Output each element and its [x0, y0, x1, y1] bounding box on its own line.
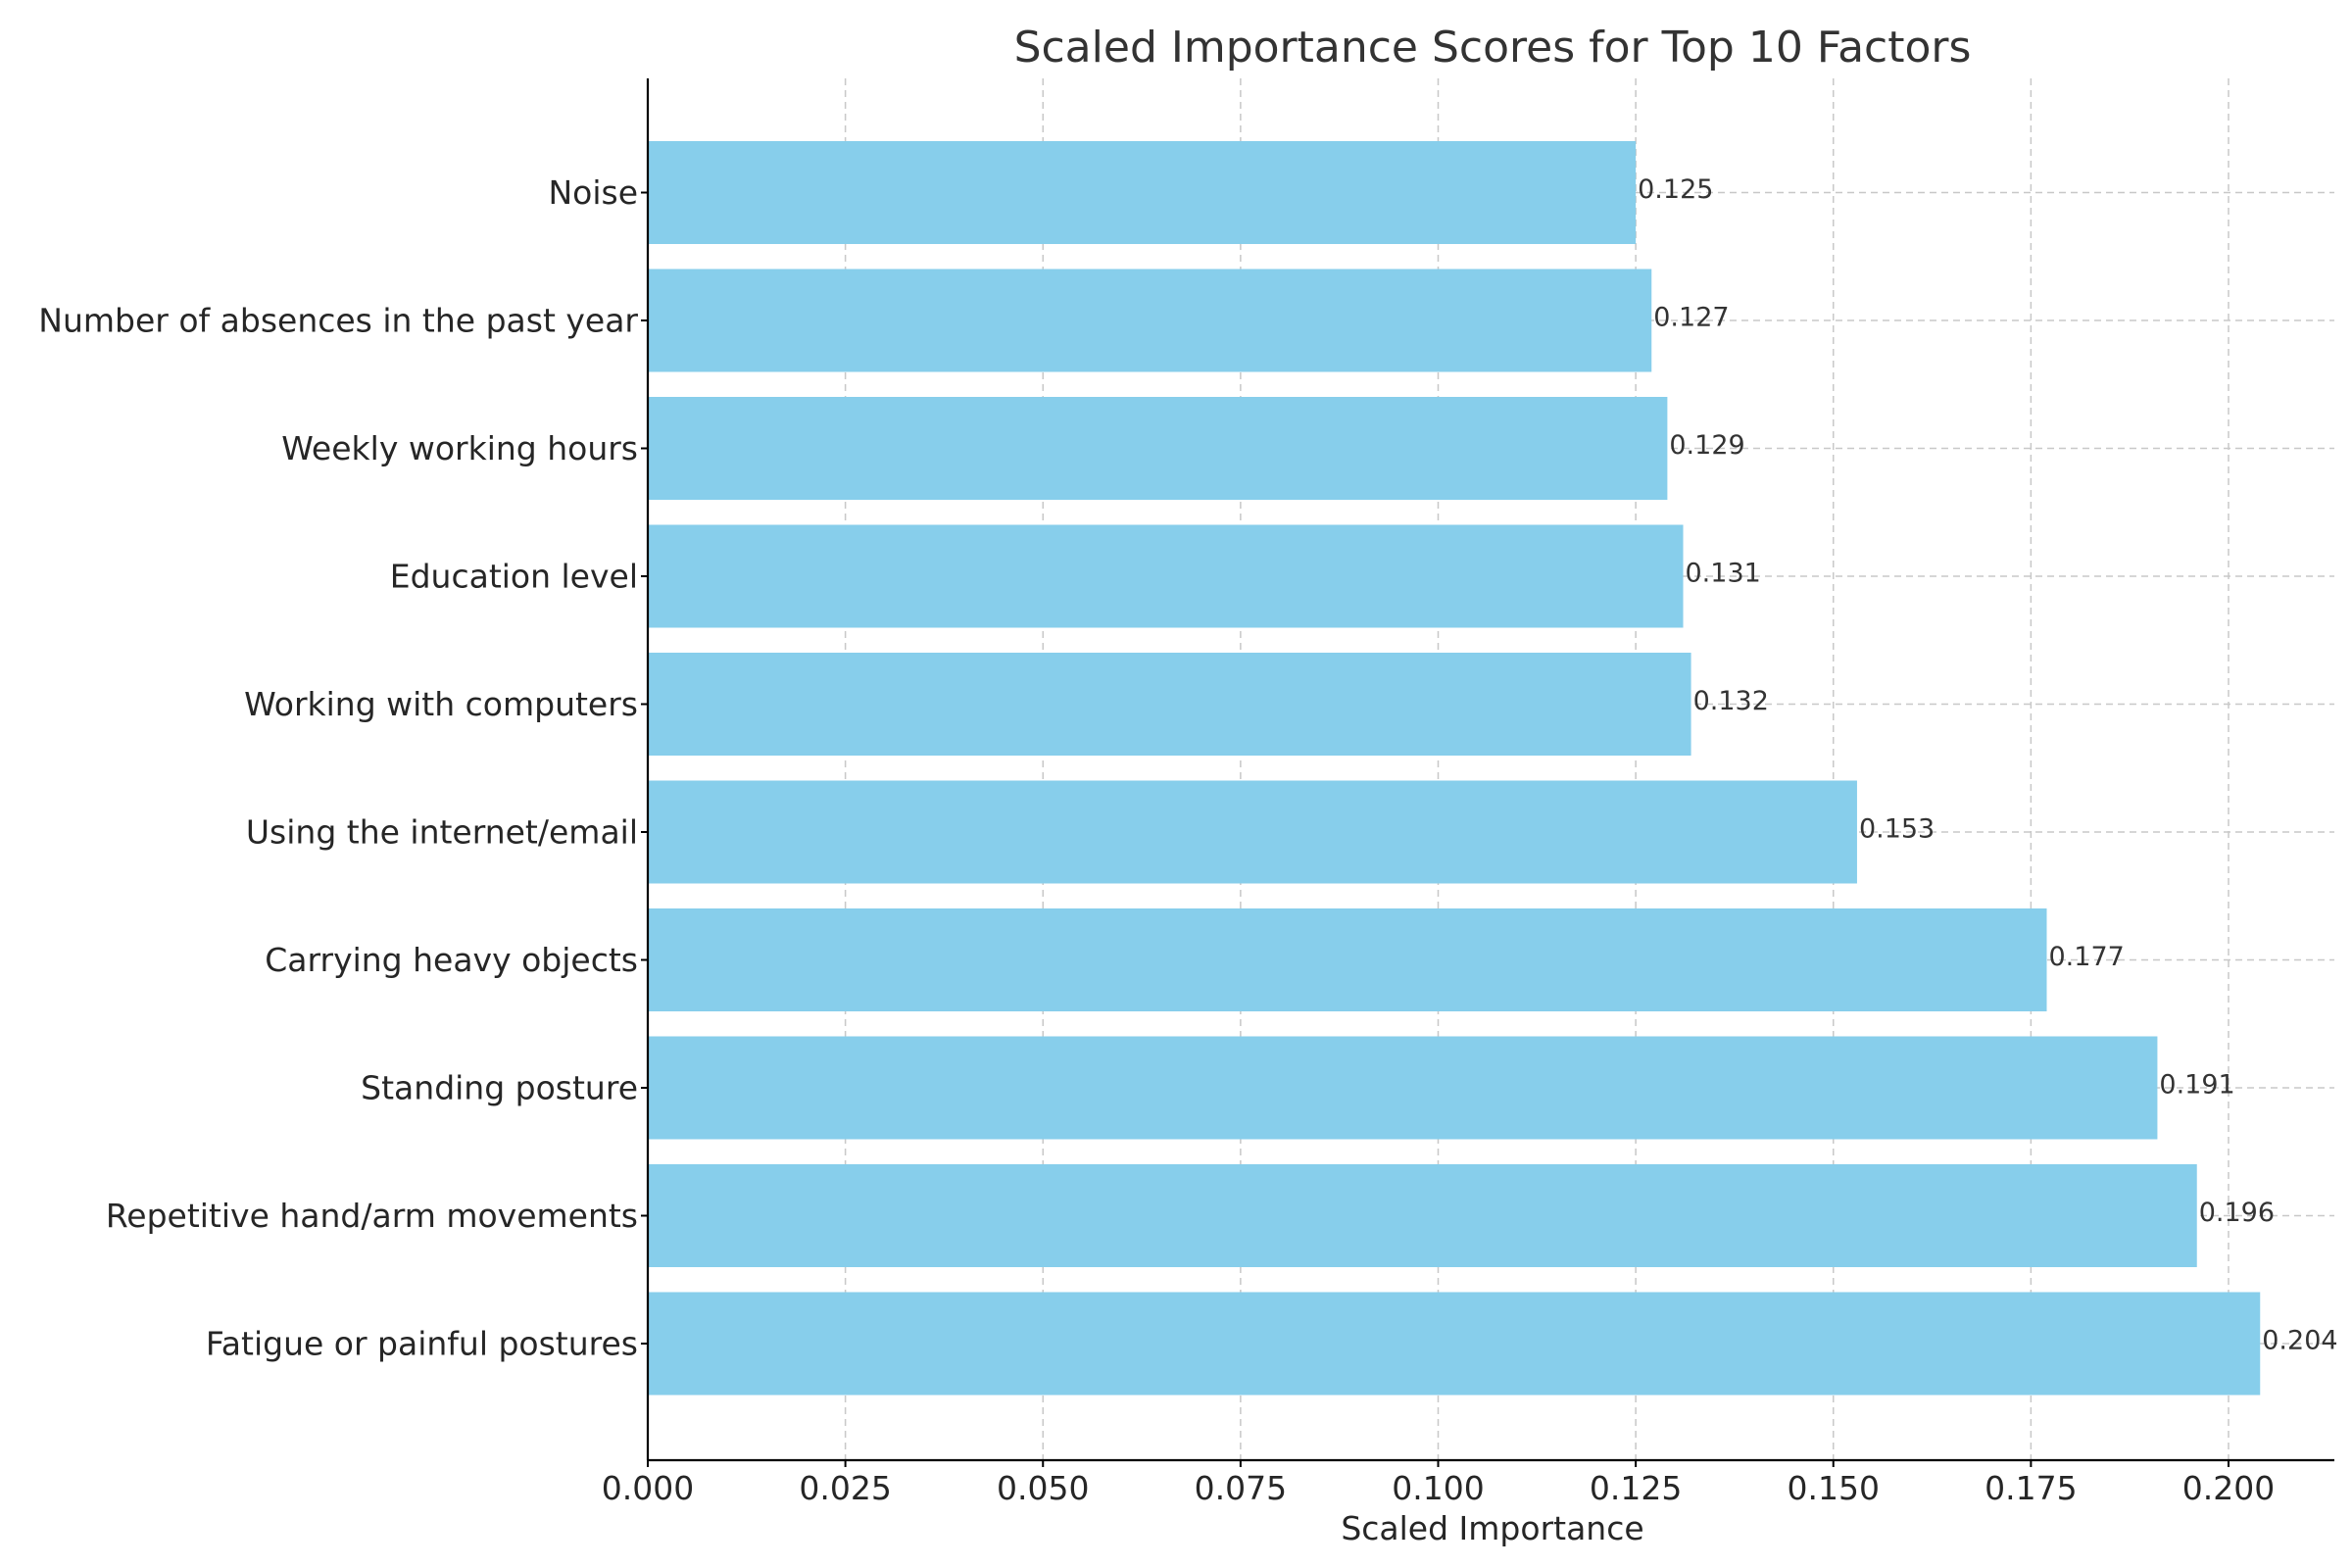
bars: [648, 141, 2261, 1396]
y-tick-label: Working with computers: [244, 685, 638, 723]
x-tick-label: 0.050: [997, 1469, 1089, 1507]
y-tick-label: Noise: [548, 173, 638, 212]
bar: [648, 269, 1652, 372]
y-tick-label: Standing posture: [361, 1069, 638, 1107]
bar: [648, 1036, 2158, 1140]
y-tick-label: Carrying heavy objects: [265, 941, 638, 979]
bar: [648, 908, 2047, 1011]
x-tick-label: 0.125: [1590, 1469, 1682, 1507]
data-label: 0.204: [2262, 1326, 2337, 1356]
y-tick-label: Repetitive hand/arm movements: [106, 1197, 638, 1235]
data-label: 0.129: [1669, 430, 1744, 461]
x-axis-label: Scaled Importance: [1341, 1509, 1643, 1547]
y-tick-label: Number of absences in the past year: [38, 302, 638, 340]
bar: [648, 524, 1684, 628]
bar: [648, 1164, 2197, 1267]
x-tick-label: 0.175: [1984, 1469, 2077, 1507]
data-label: 0.131: [1686, 559, 1761, 589]
x-tick-label: 0.025: [799, 1469, 891, 1507]
data-label: 0.127: [1653, 303, 1729, 333]
data-label: 0.191: [2159, 1070, 2234, 1101]
bar: [648, 141, 1637, 244]
y-tick-label: Education level: [390, 558, 638, 596]
y-tick-label: Weekly working hours: [281, 429, 638, 467]
axes: [641, 78, 2334, 1467]
y-tick-label: Fatigue or painful postures: [206, 1325, 638, 1363]
y-tick-labels: Fatigue or painful postures Repetitive ha…: [38, 173, 638, 1363]
bar: [648, 397, 1668, 500]
y-tick-label: Using the internet/email: [246, 813, 638, 852]
data-label: 0.125: [1638, 174, 1713, 205]
x-tick-label: 0.000: [602, 1469, 694, 1507]
x-tick-label: 0.200: [2182, 1469, 2275, 1507]
data-label: 0.196: [2199, 1198, 2275, 1228]
x-tick-label: 0.100: [1392, 1469, 1484, 1507]
bar: [648, 1292, 2261, 1396]
bar: [648, 653, 1691, 756]
data-label: 0.153: [1859, 814, 1935, 845]
bar: [648, 780, 1857, 884]
chart-title: Scaled Importance Scores for Top 10 Fact…: [1014, 23, 1972, 73]
x-tick-labels: 0.000 0.025 0.050 0.075 0.100 0.125 0.150 0.175…: [602, 1469, 2275, 1507]
x-tick-label: 0.150: [1788, 1469, 1880, 1507]
x-tick-label: 0.075: [1195, 1469, 1287, 1507]
data-labels: 0.204 0.196 0.191 0.177 0.153 0.132 0.131 0.129…: [1638, 174, 2337, 1356]
data-label: 0.132: [1693, 686, 1769, 716]
data-label: 0.177: [2049, 942, 2125, 972]
